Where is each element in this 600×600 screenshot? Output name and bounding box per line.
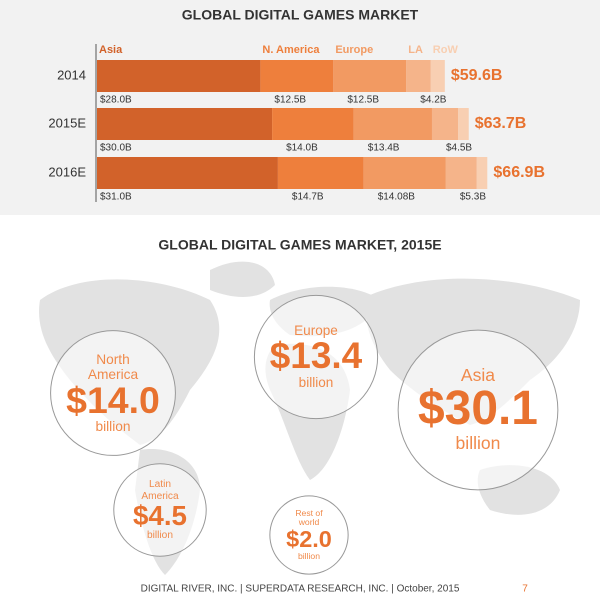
map-title: GLOBAL DIGITAL GAMES MARKET, 2015E: [158, 237, 441, 253]
bar-segment: [97, 60, 261, 92]
total-label: $63.7B: [475, 115, 527, 132]
bar-segment: [431, 108, 459, 140]
bar-segment: [277, 157, 364, 189]
region-name: North America: [87, 351, 139, 382]
bar-segment: [97, 157, 278, 189]
value-label: $30.1: [418, 382, 538, 436]
legend-label: Asia: [99, 44, 123, 56]
bubble-text: Asia $30.1 billion: [398, 330, 558, 490]
value-label: $4.2B: [420, 95, 446, 106]
category-label: 2014: [57, 67, 86, 82]
legend-label: N. America: [262, 44, 320, 56]
bubble: [397, 329, 559, 491]
region-name: Rest of world: [295, 507, 323, 528]
category-label: 2015E: [48, 115, 86, 130]
value-label: $30.0B: [100, 143, 132, 154]
bar-segment: [445, 157, 477, 189]
bubble-text: Latin America $4.5 billion: [114, 464, 206, 556]
unit-label: billion: [298, 375, 334, 391]
bubble-text: Rest of world $2.0 billion: [270, 496, 348, 574]
region-name: Europe: [294, 322, 338, 338]
value-label: $4.5: [133, 499, 187, 531]
total-label: $66.9B: [493, 164, 545, 181]
total-label: $59.6B: [451, 67, 503, 84]
value-label: $28.0B: [100, 95, 132, 106]
unit-label: billion: [95, 419, 131, 435]
bubble: [253, 294, 379, 420]
value-label: $13.4B: [368, 143, 400, 154]
legend-label: Europe: [335, 44, 373, 56]
chart-title: GLOBAL DIGITAL GAMES MARKET: [182, 7, 419, 23]
unit-label: billion: [147, 529, 173, 541]
bar-segment: [458, 108, 469, 140]
bubble-text: North America $14.0 billion: [51, 331, 176, 456]
value-label: $12.5B: [347, 95, 379, 106]
value-label: $14.0: [66, 378, 160, 421]
bubble: [50, 330, 176, 456]
value-label: $13.4: [269, 335, 363, 377]
bar-segment: [272, 108, 354, 140]
value-label: $31.0B: [100, 192, 132, 203]
legend-label: LA: [408, 44, 423, 56]
bubble-text: Europe $13.4 billion: [254, 295, 377, 418]
bar-segment: [406, 60, 431, 92]
bar-segment: [363, 157, 446, 189]
value-label: $12.5B: [274, 95, 306, 106]
bar-segment: [97, 108, 273, 140]
value-label: $14.08B: [378, 192, 416, 203]
unit-label: billion: [297, 551, 320, 562]
region-name: Asia: [460, 364, 496, 385]
value-label: $5.3B: [460, 192, 486, 203]
value-label: $14.0B: [286, 143, 318, 154]
legend-label: RoW: [433, 44, 459, 56]
value-label: $4.5B: [446, 143, 472, 154]
bar-segment: [430, 60, 445, 92]
bubble: [113, 463, 207, 557]
bar-segment: [333, 60, 407, 92]
footer-source: DIGITAL RIVER, INC. | SUPERDATA RESEARCH…: [141, 584, 460, 595]
page-number: 7: [522, 584, 528, 595]
value-label: $2.0: [286, 525, 332, 552]
unit-label: billion: [455, 433, 501, 454]
category-label: 2016E: [48, 164, 86, 179]
bar-segment: [476, 157, 488, 189]
bar-segment: [260, 60, 334, 92]
bar-segment: [353, 108, 432, 140]
bubble: [269, 495, 349, 575]
value-label: $14.7B: [292, 192, 324, 203]
region-name: Latin America: [141, 479, 179, 502]
